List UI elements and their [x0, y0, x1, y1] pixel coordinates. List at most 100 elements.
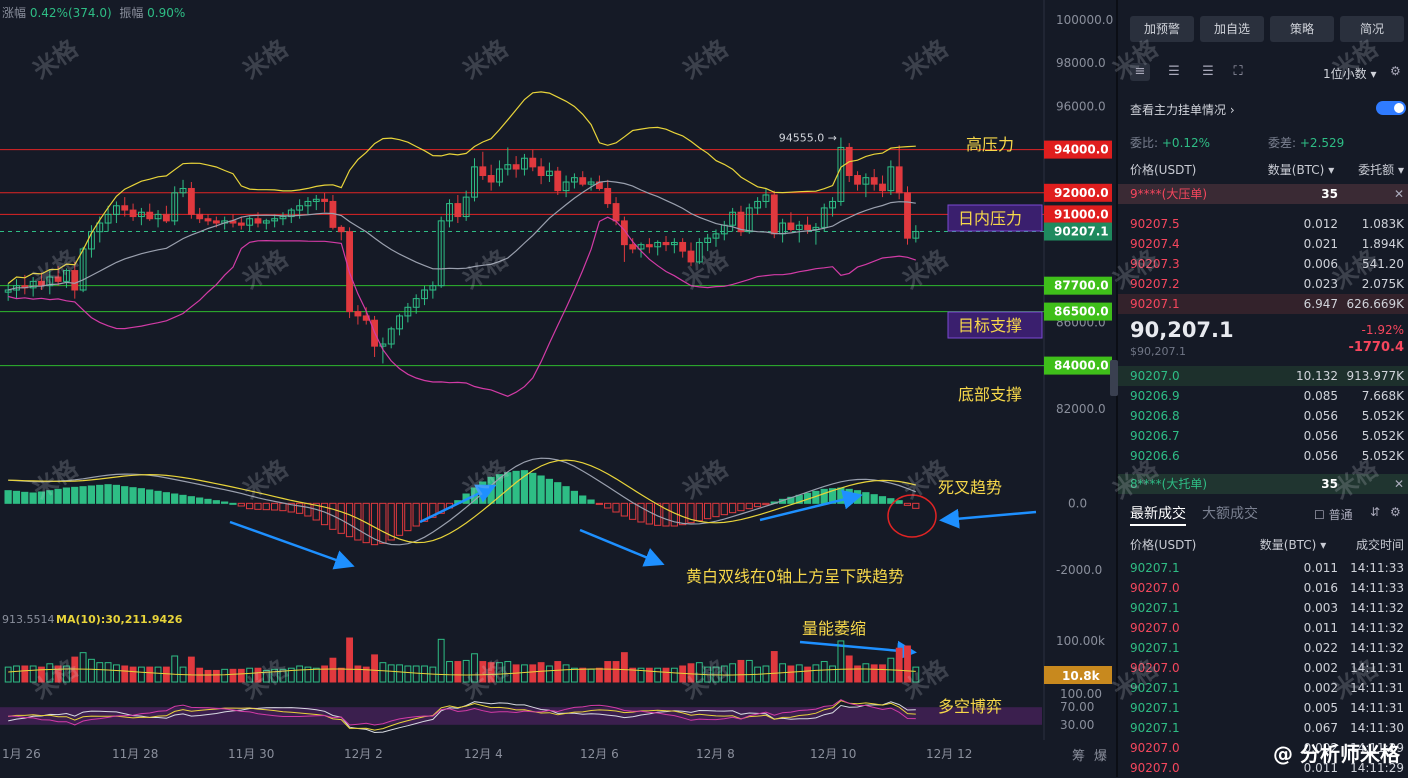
- show-orders-toggle[interactable]: [1376, 101, 1406, 115]
- bid-row[interactable]: 90206.6 0.056 5.052K: [1118, 446, 1408, 466]
- trade-row-price: 90207.0: [1130, 741, 1180, 755]
- volume-bar: [71, 656, 79, 683]
- volume-bar: [337, 667, 345, 683]
- volume-bar: [862, 663, 870, 683]
- trade-row-col3: 14:11:33: [1350, 561, 1404, 575]
- add-alert-button[interactable]: 加预警: [1130, 16, 1194, 42]
- trade-row-qty: 0.011: [1303, 561, 1338, 575]
- macd-bar: [604, 502, 612, 509]
- trade-row[interactable]: 90207.0 0.011 14:11:29: [1118, 758, 1408, 778]
- candle-body: [246, 218, 254, 226]
- macd-bar: [237, 502, 245, 507]
- chart-area[interactable]: 100000.098000.096000.086000.084000.08200…: [0, 0, 1116, 777]
- ask-row[interactable]: 90207.4 0.021 1.894K: [1118, 234, 1408, 254]
- ask-row-col3: 1.894K: [1361, 237, 1404, 251]
- trade-row[interactable]: 90207.1 0.003 14:11:32: [1118, 598, 1408, 618]
- x-axis-label: 12月 8: [696, 747, 735, 761]
- volume-bar: [4, 666, 12, 683]
- trade-row-price: 90207.1: [1130, 721, 1180, 735]
- candle-body: [579, 177, 587, 185]
- kline-chart-svg[interactable]: 100000.098000.096000.086000.084000.08200…: [0, 0, 1116, 777]
- decimals-select[interactable]: 1位小数 ▾: [1323, 67, 1377, 81]
- book-header-qty[interactable]: 数量(BTC) ▾: [1267, 163, 1335, 177]
- volume-bar: [146, 666, 154, 683]
- macd-bar: [487, 476, 495, 504]
- book-bids-icon[interactable]: ☰: [1168, 64, 1180, 79]
- common-checkbox[interactable]: ☐ 普通: [1314, 508, 1353, 522]
- candle-body: [237, 222, 245, 226]
- bid-row-col3: 5.052K: [1361, 409, 1404, 423]
- volume-bar: [396, 664, 403, 683]
- trade-row-price: 90207.1: [1130, 641, 1180, 655]
- osc-line-1: [8, 700, 916, 731]
- bid-row[interactable]: 90206.8 0.056 5.052K: [1118, 406, 1408, 426]
- candle-body: [554, 170, 562, 192]
- macd-bar: [895, 500, 903, 504]
- volume-bar: [354, 665, 362, 683]
- book-header-price: 价格(USDT): [1130, 163, 1197, 177]
- last-price-tag-bg: [1044, 222, 1112, 241]
- trade-row[interactable]: 90207.0 0.002 14:11:29: [1118, 738, 1408, 758]
- show-orders-link[interactable]: 查看主力挂单情况 ›: [1130, 103, 1235, 117]
- trade-row-qty: 0.002: [1303, 681, 1338, 695]
- volume-bar: [496, 662, 503, 683]
- ask-row[interactable]: 90207.3 0.006 541.20: [1118, 254, 1408, 274]
- macd-bar: [587, 499, 595, 504]
- boll-mid-line: [8, 180, 916, 291]
- expand-icon[interactable]: ⛶: [1233, 64, 1243, 79]
- level-tag-bg: [1044, 205, 1112, 224]
- ask-row[interactable]: 90207.1 6.947 626.669K: [1118, 294, 1408, 314]
- close-icon[interactable]: ✕: [1393, 477, 1404, 491]
- bid-row-price: 90206.6: [1130, 449, 1180, 463]
- trade-row[interactable]: 90207.1 0.011 14:11:33: [1118, 558, 1408, 578]
- macd-bar: [21, 491, 29, 504]
- ask-row[interactable]: 90207.5 0.012 1.083K: [1118, 214, 1408, 234]
- trade-row[interactable]: 90207.1 0.002 14:11:31: [1118, 678, 1408, 698]
- candle-body: [762, 194, 770, 202]
- volume-bar: [262, 669, 270, 683]
- bid-row[interactable]: 90206.7 0.056 5.052K: [1118, 426, 1408, 446]
- candle-body: [4, 289, 12, 293]
- macd-bar: [229, 502, 237, 505]
- candle-body: [612, 203, 620, 222]
- bid-row[interactable]: 90207.0 10.132 913.977K: [1118, 366, 1408, 386]
- macd-bar: [121, 486, 129, 504]
- trade-row-price: 90207.0: [1130, 581, 1180, 595]
- trade-row[interactable]: 90207.1 0.005 14:11:31: [1118, 698, 1408, 718]
- candle-body: [462, 196, 470, 218]
- candle-body: [571, 177, 578, 183]
- annotation-0: 高压力: [966, 135, 1014, 154]
- candle-body: [887, 166, 895, 192]
- strategy-button[interactable]: 策略: [1270, 16, 1334, 42]
- book-header-amount[interactable]: 委托额 ▾: [1358, 163, 1404, 177]
- settings-icon[interactable]: ⚙: [1390, 64, 1401, 78]
- trend-arrow: [229, 520, 355, 570]
- ask-row[interactable]: 90207.2 0.023 2.075K: [1118, 274, 1408, 294]
- volume-bar: [720, 665, 728, 683]
- settings-icon[interactable]: ⚙: [1390, 505, 1401, 519]
- trade-row[interactable]: 90207.1 0.022 14:11:32: [1118, 638, 1408, 658]
- weicha-value: +2.529: [1299, 136, 1345, 150]
- volume-bar: [854, 665, 861, 683]
- add-watchlist-button[interactable]: 加自选: [1200, 16, 1264, 42]
- trade-row[interactable]: 90207.0 0.016 14:11:33: [1118, 578, 1408, 598]
- bid-row[interactable]: 90206.9 0.085 7.668K: [1118, 386, 1408, 406]
- filter-icon[interactable]: ⇵: [1370, 505, 1381, 519]
- volume-bar: [654, 667, 662, 683]
- book-asks-icon[interactable]: ☰: [1202, 64, 1214, 79]
- collapse-handle[interactable]: [1110, 360, 1118, 396]
- trade-row-qty: 0.016: [1303, 581, 1338, 595]
- volume-bar: [96, 662, 104, 683]
- trade-row[interactable]: 90207.0 0.011 14:11:32: [1118, 618, 1408, 638]
- macd-bar: [179, 494, 187, 504]
- trade-row[interactable]: 90207.1 0.067 14:11:30: [1118, 718, 1408, 738]
- tab-large-trades[interactable]: 大额成交: [1202, 506, 1258, 522]
- ask-row-col3: 541.20: [1362, 257, 1404, 271]
- book-both-icon[interactable]: ≡: [1130, 63, 1150, 81]
- trade-header-qty[interactable]: 数量(BTC) ▾: [1259, 538, 1327, 552]
- trade-row[interactable]: 90207.0 0.002 14:11:31: [1118, 658, 1408, 678]
- macd-bar: [71, 486, 79, 504]
- overview-button[interactable]: 简况: [1340, 16, 1404, 42]
- close-icon[interactable]: ✕: [1393, 187, 1404, 201]
- tab-latest-trades[interactable]: 最新成交: [1130, 506, 1186, 522]
